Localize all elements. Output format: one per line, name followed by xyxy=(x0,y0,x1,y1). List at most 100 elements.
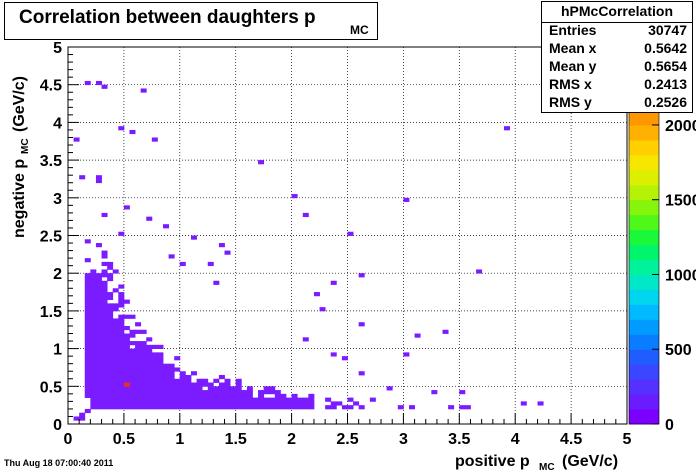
palette-swatch xyxy=(629,289,659,305)
y-tick-label: 4 xyxy=(53,115,62,132)
heatmap-bin xyxy=(129,367,136,372)
heatmap-bin xyxy=(84,288,91,293)
heatmap-bin xyxy=(101,299,108,304)
heatmap-bin xyxy=(107,374,114,380)
heatmap-bin xyxy=(174,405,181,410)
x-tick-label: 1.5 xyxy=(225,431,247,448)
heatmap-bin xyxy=(107,401,114,406)
heatmap-bin xyxy=(157,382,164,387)
heatmap-bin xyxy=(151,359,158,365)
heatmap-bin xyxy=(140,371,147,376)
y-tick-label: 2.5 xyxy=(40,229,62,246)
heatmap-bin xyxy=(163,378,170,383)
heatmap-bin xyxy=(146,382,153,387)
heatmap-bin xyxy=(140,397,147,402)
heatmap-bin xyxy=(252,397,259,402)
heatmap-bin xyxy=(84,348,91,353)
heatmap-bin xyxy=(224,401,231,406)
heatmap-bin xyxy=(112,288,119,293)
heatmap-bin xyxy=(123,390,130,395)
heatmap-bin xyxy=(341,405,348,410)
heatmap-bin xyxy=(118,352,125,357)
heatmap-bin xyxy=(107,405,114,410)
heatmap-bin xyxy=(84,408,91,414)
heatmap-outlier-bin xyxy=(347,231,354,236)
heatmap-outlier-bin xyxy=(118,231,125,236)
heatmap-bin xyxy=(101,341,108,346)
heatmap-bin xyxy=(207,382,214,387)
heatmap-bin xyxy=(258,397,265,402)
heatmap-bin xyxy=(84,307,91,312)
heatmap-bin xyxy=(90,295,97,300)
heatmap-bin xyxy=(207,390,214,395)
heatmap-bin xyxy=(140,367,147,372)
heatmap-bin xyxy=(123,371,130,376)
heatmap-bin xyxy=(112,303,119,308)
heatmap-bin xyxy=(185,390,192,395)
palette-swatch xyxy=(629,394,659,410)
heatmap-bin xyxy=(202,401,209,406)
heatmap-bin xyxy=(336,401,343,406)
palette-swatch xyxy=(629,334,659,350)
heatmap-bin xyxy=(118,356,125,361)
heatmap-bin xyxy=(95,374,102,380)
heatmap-bin xyxy=(129,397,136,402)
heatmap-bin xyxy=(218,401,225,406)
heatmap-bin xyxy=(95,288,102,293)
heatmap-bin xyxy=(107,367,114,372)
heatmap-outlier-bin xyxy=(431,390,438,395)
heatmap-bin xyxy=(118,359,125,365)
heatmap-bin xyxy=(112,348,119,353)
heatmap-bin xyxy=(107,303,114,308)
heatmap-bin xyxy=(246,393,253,399)
heatmap-bin xyxy=(90,280,97,285)
heatmap-outlier-bin xyxy=(95,80,102,86)
heatmap-bin xyxy=(95,352,102,357)
heatmap-bin xyxy=(90,382,97,387)
heatmap-bin xyxy=(196,390,203,395)
heatmap-bin xyxy=(308,401,315,406)
heatmap-bin xyxy=(90,276,97,282)
heatmap-bin xyxy=(84,280,91,285)
heatmap-bin xyxy=(185,401,192,406)
heatmap-bin xyxy=(146,371,153,376)
heatmap-bin xyxy=(207,397,214,402)
heatmap-bin xyxy=(101,356,108,361)
heatmap-bin xyxy=(95,337,102,342)
heatmap-bin xyxy=(241,390,248,395)
heatmap-bin xyxy=(101,378,108,383)
heatmap-bin xyxy=(107,348,114,353)
x-tick-label: 2.5 xyxy=(336,431,358,448)
heatmap-bin xyxy=(163,393,170,399)
heatmap-bin xyxy=(151,390,158,395)
heatmap-bin xyxy=(84,359,91,365)
x-tick-label: 0.5 xyxy=(113,431,135,448)
heatmap-bin xyxy=(185,374,192,380)
heatmap-bin xyxy=(146,401,153,406)
heatmap-bin xyxy=(129,359,136,365)
heatmap-bin xyxy=(146,356,153,361)
heatmap-bin xyxy=(168,374,175,380)
heatmap-bin xyxy=(118,341,125,346)
heatmap-bin xyxy=(135,344,142,349)
heatmap-bin xyxy=(151,405,158,410)
heatmap-bin xyxy=(163,382,170,387)
heatmap-bin xyxy=(112,374,119,380)
heatmap-bin xyxy=(123,374,130,380)
heatmap-bin xyxy=(95,243,102,248)
heatmap-bin xyxy=(118,303,125,308)
heatmap-bin xyxy=(280,397,287,402)
heatmap-bin xyxy=(157,393,164,399)
heatmap-bin xyxy=(135,393,142,399)
heatmap-bin xyxy=(90,303,97,308)
heatmap-bin xyxy=(123,401,130,406)
color-palette xyxy=(628,109,660,425)
heatmap-bin xyxy=(107,318,114,323)
heatmap-bin xyxy=(101,393,108,399)
heatmap-bin xyxy=(90,314,97,319)
heatmap-bin xyxy=(179,405,186,410)
heatmap-bin xyxy=(90,344,97,349)
heatmap-bin xyxy=(235,401,242,406)
heatmap-bin xyxy=(95,341,102,346)
heatmap-outlier-bin xyxy=(146,216,153,221)
